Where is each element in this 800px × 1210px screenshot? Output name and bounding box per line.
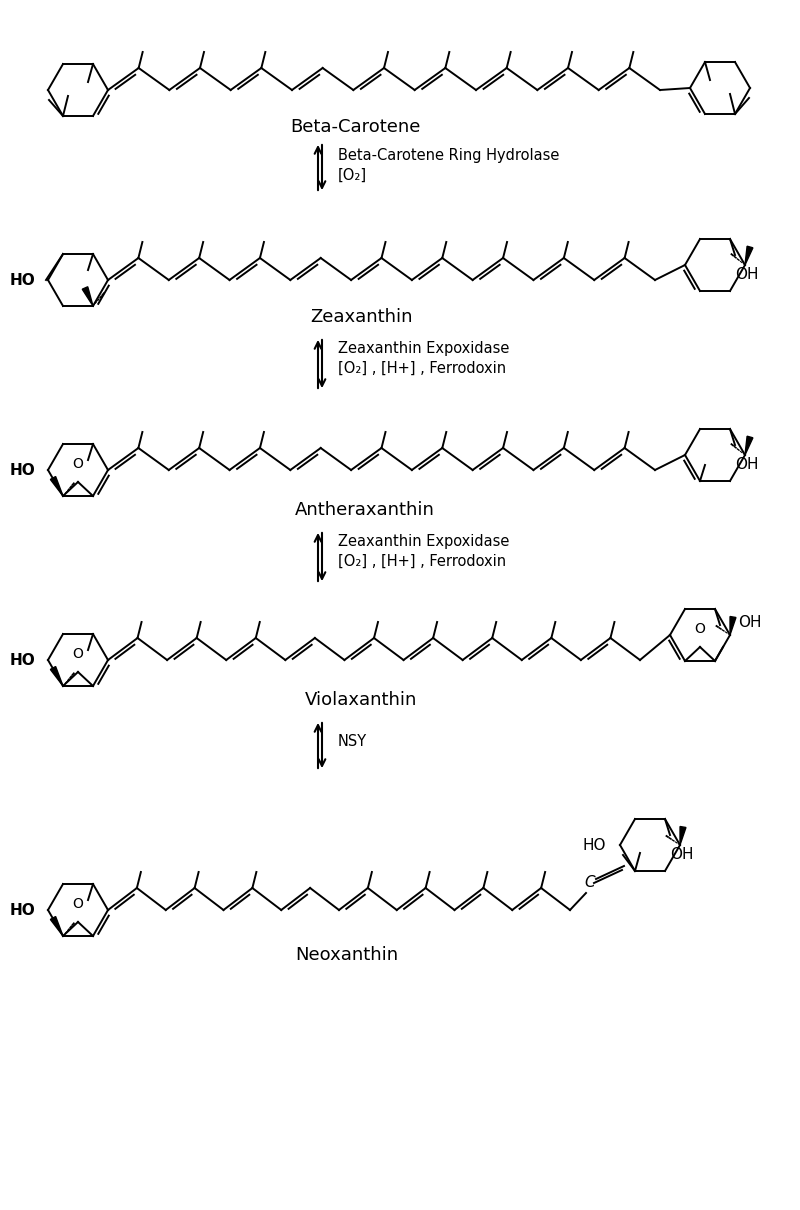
Text: OH: OH [735, 267, 758, 282]
Text: O: O [72, 647, 83, 661]
Text: Zeaxanthin Expoxidase: Zeaxanthin Expoxidase [338, 534, 510, 549]
Text: OH: OH [670, 847, 694, 862]
Text: HO: HO [582, 839, 606, 853]
Text: Beta-Carotene Ring Hydrolase: Beta-Carotene Ring Hydrolase [338, 148, 559, 163]
Text: Beta-Carotene: Beta-Carotene [290, 119, 420, 136]
Polygon shape [730, 617, 736, 635]
Text: HO: HO [10, 463, 36, 478]
Text: C: C [584, 875, 594, 891]
Text: Zeaxanthin: Zeaxanthin [310, 309, 413, 325]
Text: O: O [694, 622, 705, 636]
Text: Zeaxanthin Expoxidase: Zeaxanthin Expoxidase [338, 341, 510, 356]
Text: O: O [72, 457, 83, 471]
Text: OH: OH [735, 457, 758, 472]
Text: HO: HO [10, 653, 36, 668]
Polygon shape [745, 246, 753, 265]
Text: [O₂] , [H+] , Ferrodoxin: [O₂] , [H+] , Ferrodoxin [338, 554, 506, 569]
Text: O: O [72, 897, 83, 911]
Text: NSY: NSY [338, 734, 367, 749]
Text: [O₂] , [H+] , Ferrodoxin: [O₂] , [H+] , Ferrodoxin [338, 361, 506, 376]
Text: OH: OH [738, 615, 762, 630]
Text: HO: HO [10, 273, 36, 288]
Text: [O₂]: [O₂] [338, 168, 367, 183]
Polygon shape [50, 667, 63, 686]
Polygon shape [82, 287, 93, 306]
Text: Violaxanthin: Violaxanthin [305, 691, 418, 709]
Text: Neoxanthin: Neoxanthin [295, 946, 398, 964]
Polygon shape [680, 826, 686, 845]
Text: Antheraxanthin: Antheraxanthin [295, 501, 435, 519]
Polygon shape [50, 916, 63, 937]
Polygon shape [50, 477, 63, 496]
Polygon shape [745, 436, 753, 455]
Text: HO: HO [10, 903, 36, 918]
